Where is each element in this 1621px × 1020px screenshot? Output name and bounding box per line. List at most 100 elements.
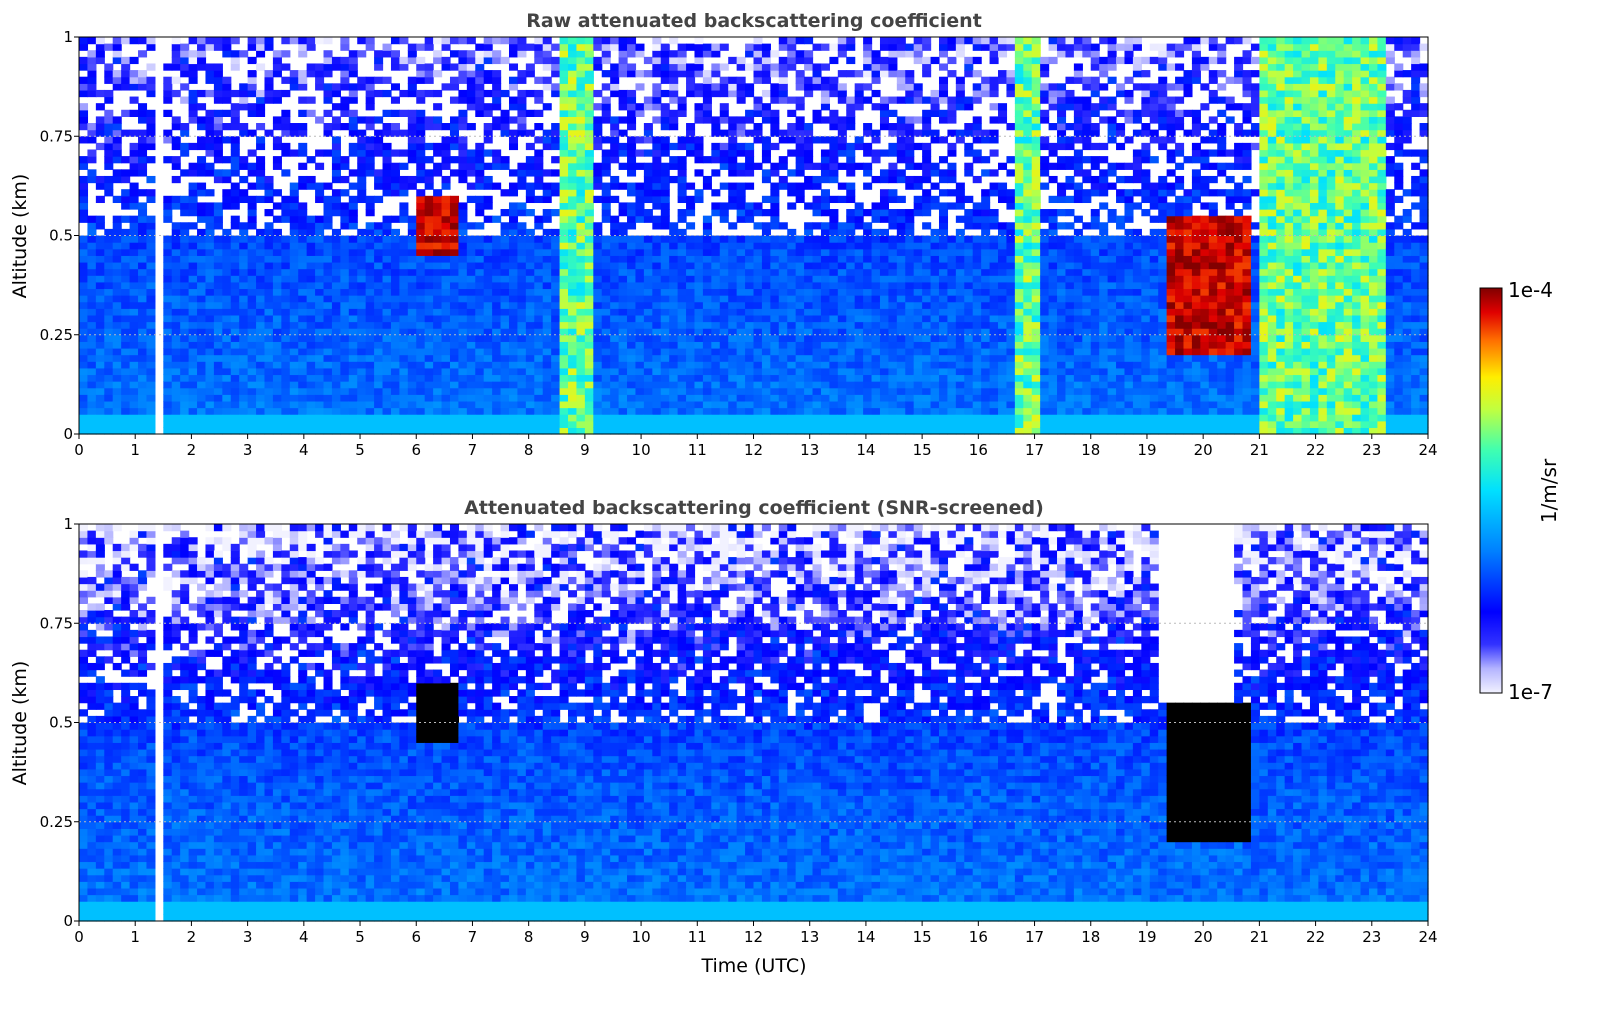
- heatmap-cell: [610, 228, 620, 237]
- heatmap-cell: [728, 56, 738, 65]
- heatmap-cell: [433, 381, 443, 389]
- heatmap-cell: [171, 354, 181, 362]
- heatmap-cell: [728, 301, 738, 309]
- heatmap-cell: [820, 268, 830, 276]
- heatmap-cell: [289, 222, 299, 230]
- heatmap-cell: [466, 70, 476, 78]
- heatmap-cell: [905, 136, 915, 144]
- heatmap-cell: [298, 314, 308, 323]
- heatmap-cell: [272, 321, 282, 329]
- heatmap-cell: [171, 123, 181, 131]
- heatmap-cell: [888, 347, 898, 356]
- heatmap-cell: [635, 43, 645, 51]
- heatmap-cell: [610, 195, 620, 204]
- heatmap-cell: [812, 328, 822, 336]
- heatmap-cell: [138, 427, 148, 435]
- heatmap-cell: [475, 156, 485, 164]
- heatmap-cell: [913, 427, 923, 435]
- heatmap-cell: [635, 103, 645, 111]
- heatmap-cell: [913, 96, 923, 104]
- heatmap-cell: [837, 295, 847, 303]
- heatmap-cell: [272, 288, 282, 296]
- heatmap-cell: [888, 275, 898, 283]
- heatmap-cell: [500, 321, 510, 329]
- heatmap-cell: [829, 109, 839, 117]
- heatmap-cell: [913, 321, 923, 329]
- heatmap-cell: [416, 228, 426, 237]
- heatmap-cell: [239, 295, 249, 303]
- heatmap-cell: [753, 407, 763, 415]
- heatmap-cell: [146, 142, 156, 151]
- heatmap-cell: [306, 321, 316, 329]
- heatmap-cell: [340, 308, 350, 316]
- heatmap-cell: [247, 43, 257, 51]
- heatmap-cell: [686, 202, 696, 210]
- heatmap-cell: [87, 83, 97, 91]
- heatmap-cell: [534, 275, 544, 283]
- heatmap-cell: [938, 37, 949, 45]
- heatmap-cell: [652, 242, 662, 250]
- heatmap-cell: [306, 414, 316, 422]
- heatmap-cell: [508, 268, 519, 276]
- heatmap-cell: [424, 195, 434, 204]
- heatmap-cell: [298, 301, 308, 309]
- heatmap-cell: [399, 361, 409, 369]
- heatmap-cell: [837, 387, 847, 395]
- heatmap-cell: [888, 354, 898, 362]
- heatmap-cell: [180, 354, 190, 362]
- heatmap-cell: [264, 394, 274, 402]
- heatmap-cell: [542, 195, 552, 204]
- heatmap-cell: [534, 242, 544, 250]
- heatmap-cell: [230, 281, 240, 290]
- heatmap-cell: [230, 354, 240, 362]
- heatmap-cell: [525, 162, 535, 170]
- heatmap-cell: [281, 394, 291, 402]
- heatmap-cell: [913, 195, 923, 204]
- heatmap-cell: [770, 109, 780, 117]
- heatmap-cell: [888, 394, 898, 402]
- heatmap-cell: [121, 321, 131, 329]
- heatmap-cell: [180, 149, 190, 157]
- heatmap-cell: [837, 420, 847, 428]
- heatmap-cell: [205, 142, 215, 151]
- heatmap-cell: [399, 301, 409, 309]
- heatmap-cell: [407, 89, 417, 98]
- heatmap-cell: [272, 281, 282, 290]
- heatmap-cell: [922, 70, 932, 78]
- heatmap-cell: [618, 394, 628, 402]
- heatmap-cell: [289, 70, 299, 78]
- heatmap-cell: [331, 354, 341, 362]
- heatmap-cell: [711, 156, 721, 164]
- heatmap-cell: [348, 50, 358, 58]
- heatmap-cell: [348, 367, 358, 376]
- heatmap-cell: [508, 136, 519, 144]
- heatmap-cell: [264, 295, 274, 303]
- heatmap-cell: [315, 275, 325, 283]
- heatmap-cell: [702, 76, 712, 84]
- heatmap-cell: [289, 123, 299, 131]
- heatmap-cell: [121, 288, 131, 296]
- heatmap-cell: [627, 361, 637, 369]
- heatmap-cell: [458, 347, 468, 356]
- heatmap-cell: [475, 182, 485, 190]
- heatmap-cell: [812, 242, 822, 250]
- heatmap-cell: [222, 414, 232, 422]
- heatmap-cell: [382, 328, 392, 336]
- heatmap-cell: [854, 281, 864, 290]
- heatmap-cell: [879, 295, 889, 303]
- heatmap-cell: [643, 96, 653, 104]
- heatmap-cell: [289, 341, 299, 349]
- heatmap-cell: [770, 268, 780, 276]
- heatmap-cell: [879, 367, 889, 376]
- heatmap-cell: [812, 367, 822, 376]
- panel-raw: Raw attenuated backscattering coefficien…: [9, 10, 1438, 459]
- heatmap-cell: [95, 56, 105, 65]
- heatmap-cell: [298, 361, 308, 369]
- heatmap-cell: [390, 394, 400, 402]
- heatmap-cell: [635, 248, 645, 256]
- heatmap-cell: [559, 129, 569, 137]
- heatmap-cell: [686, 407, 696, 415]
- heatmap-cell: [660, 189, 670, 197]
- heatmap-cell: [121, 347, 131, 356]
- heatmap-cell: [820, 189, 830, 197]
